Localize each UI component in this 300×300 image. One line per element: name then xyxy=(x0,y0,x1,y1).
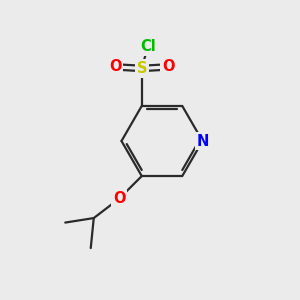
Text: O: O xyxy=(162,59,174,74)
Text: O: O xyxy=(113,191,125,206)
Text: N: N xyxy=(196,134,209,148)
Text: S: S xyxy=(136,61,147,76)
Text: O: O xyxy=(109,59,122,74)
Text: Cl: Cl xyxy=(140,39,156,54)
